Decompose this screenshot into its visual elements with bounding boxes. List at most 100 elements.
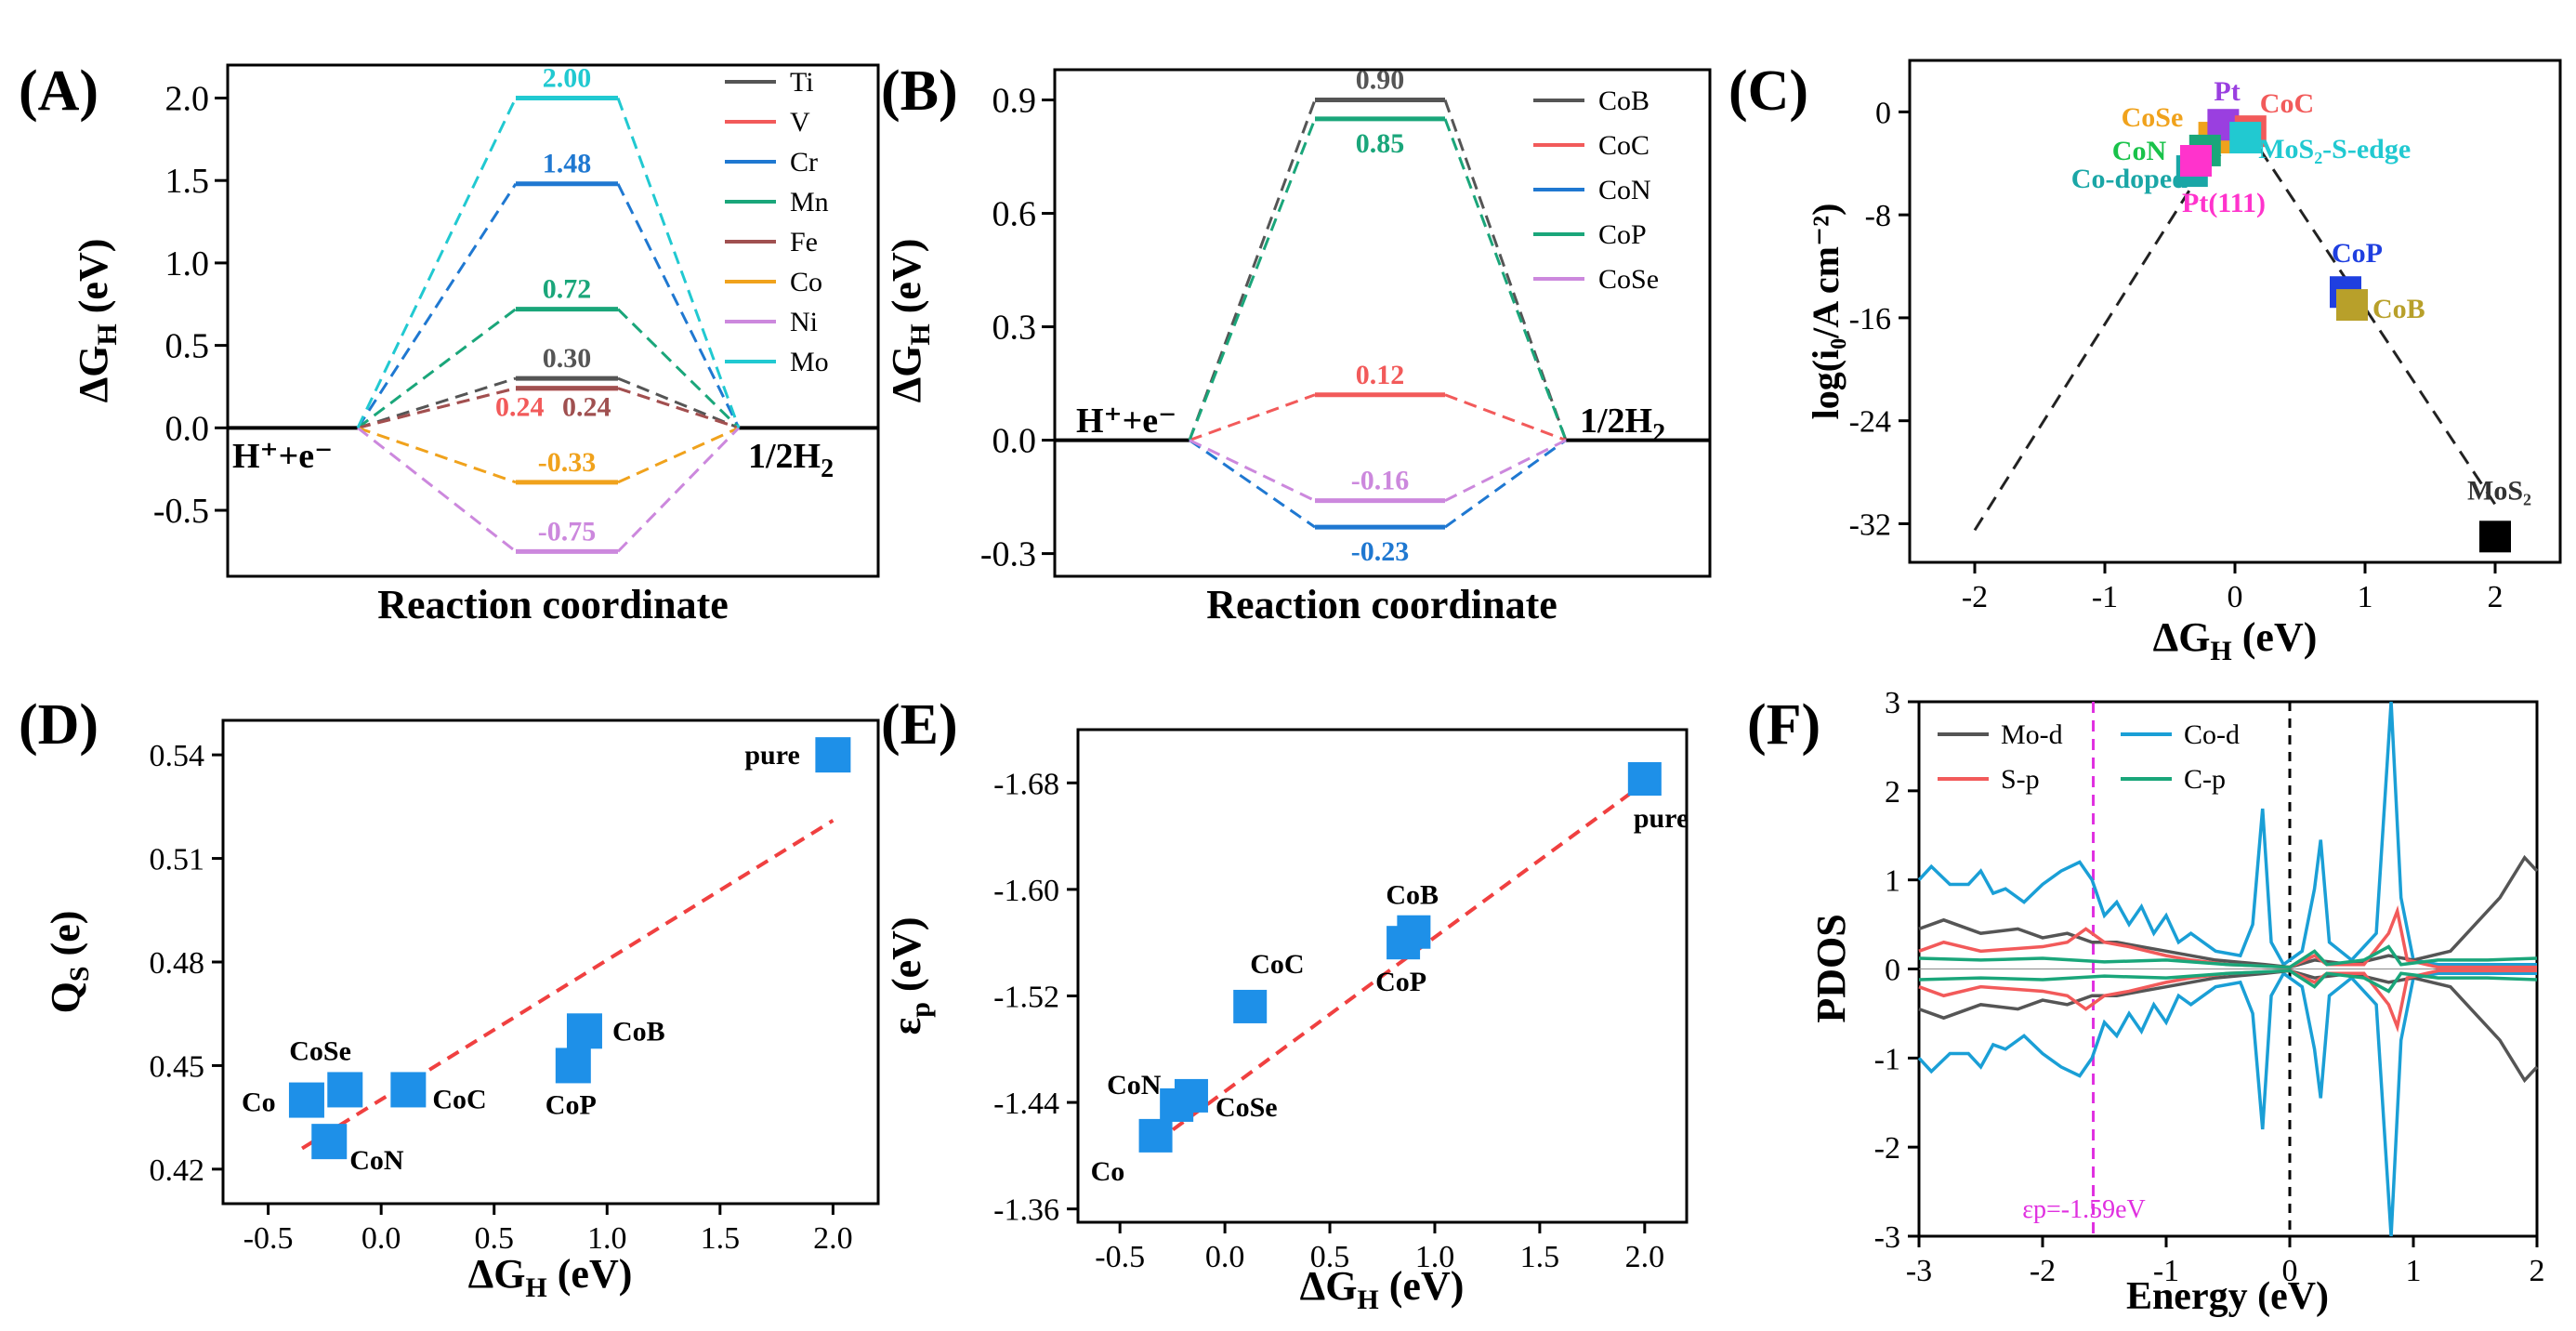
x-tick-label-d: 2.0 — [813, 1221, 853, 1256]
x-axis-sub-e: H — [1357, 1285, 1378, 1315]
level-value-mo: 2.00 — [543, 62, 592, 93]
marker-label-coc: CoC — [2260, 88, 2314, 119]
marker-cose — [1174, 1078, 1208, 1113]
x-tick-label-d: 0.5 — [474, 1221, 514, 1256]
x-axis-label-d: ΔGH (eV) — [468, 1251, 633, 1303]
dash-out-cop — [1443, 118, 1568, 441]
y-tick-label-d: 0.45 — [150, 1049, 205, 1084]
legend-a: Ti V Cr Mn Fe Co Ni Mo — [725, 67, 829, 377]
marker-label-pt: Pt — [2214, 76, 2240, 107]
y-tick-label-a: 2.0 — [165, 79, 210, 118]
x-tick-label-d: -0.5 — [243, 1221, 294, 1256]
legend-label-co: Co — [790, 267, 822, 297]
y-tick-label-e: -1.60 — [993, 874, 1059, 908]
pdos-down-mo-d — [1918, 969, 2539, 1084]
x-axis-main-c: ΔG — [2153, 614, 2211, 660]
x-tick-label-d: 1.0 — [587, 1221, 627, 1256]
y-axis-main-d: Q — [43, 982, 88, 1013]
legend-label-mo: Mo — [790, 347, 829, 377]
initial-state-label-b: H⁺+e⁻ — [1076, 402, 1176, 441]
marker-label-con: CoN — [1107, 1070, 1162, 1100]
legend-label-cr: Cr — [790, 147, 818, 178]
x-axis-main-d: ΔG — [468, 1251, 526, 1297]
marker-label-coc: CoC — [432, 1084, 486, 1114]
scatter-plot-e: Co CoN CoSe CoC CoP CoB pure — [1091, 762, 1689, 1187]
y-axis-unit-d: (e) — [43, 911, 88, 967]
marker-cob — [566, 1013, 602, 1049]
pdos-up-co-d — [1917, 701, 2537, 968]
ticks-f: -3 -2 -1 0 1 2 -3 -2 -1 0 1 2 3 — [1874, 686, 2545, 1288]
marker-pure — [815, 737, 851, 773]
x-axis-main-e: ΔG — [1300, 1263, 1358, 1309]
x-tick-label-c: 0 — [2228, 580, 2243, 614]
y-tick-label-f: -3 — [1874, 1220, 1900, 1255]
panel-d: (D) -0.5 0.0 0.5 1.0 1.5 2.0 0.42 0.45 0.48 0.51 0… — [19, 693, 880, 1303]
legend-label-con: CoN — [1598, 175, 1651, 205]
level-value-ti: 0.30 — [543, 343, 592, 374]
marker-label-co-doped: Co-doped — [2071, 164, 2188, 194]
pdos-down-c-p — [1918, 969, 2538, 994]
panel-f: (F) -3 -2 -1 0 1 2 -3 -2 -1 0 1 2 3 εp=-1.59eV Mo-d C… — [1747, 686, 2545, 1318]
y-tick-label-e: -1.36 — [993, 1193, 1059, 1228]
x-tick-label-f: -2 — [2030, 1254, 2056, 1288]
y-tick-label-f: 3 — [1885, 686, 1900, 720]
level-value-fe: 0.24 — [562, 392, 611, 423]
dash-in-cr — [356, 182, 518, 429]
x-axis-unit-e: (eV) — [1379, 1263, 1465, 1309]
x-axis-label-a: Reaction coordinate — [377, 582, 729, 627]
y-axis-label-c: log(i₀/A cm⁻²) — [1805, 204, 1847, 420]
dash-out-con — [1444, 439, 1567, 529]
x-tick-label-f: 0 — [2282, 1254, 2298, 1288]
x-tick-label-c: -2 — [1962, 580, 1988, 614]
y-tick-label-c: -32 — [1849, 507, 1891, 542]
marker-label-cose: CoSe — [1216, 1092, 1278, 1123]
x-tick-label-e: 1.0 — [1415, 1240, 1455, 1274]
y-tick-label-d: 0.48 — [150, 946, 205, 981]
x-tick-label-e: 1.5 — [1520, 1240, 1560, 1274]
x-tick-label-e: 2.0 — [1625, 1240, 1665, 1274]
y-axis-label-a: ΔGH (eV) — [71, 239, 123, 403]
y-tick-label-a: 0.5 — [165, 327, 210, 366]
dash-out-co — [617, 426, 740, 484]
y-tick-label-b: -0.3 — [980, 535, 1036, 574]
marker-label-co: Co — [242, 1087, 276, 1118]
x-axis-label-e: ΔGH (eV) — [1300, 1263, 1465, 1315]
y-ticks-a: -0.5 0.0 0.5 1.0 1.5 2.0 — [153, 79, 228, 531]
pdos-up-c-p — [1918, 944, 2538, 969]
dash-out-ni — [616, 427, 741, 553]
marker-label-coc: CoC — [1250, 949, 1304, 980]
y-axis-main-b: ΔG — [884, 346, 929, 403]
legend-f: Mo-d Co-d S-p C-p — [1938, 719, 2240, 795]
level-value-co: -0.33 — [538, 447, 597, 478]
x-tick-label-e: -0.5 — [1095, 1240, 1145, 1274]
marker-pure — [1627, 762, 1662, 796]
level-value-ni: -0.75 — [538, 516, 597, 547]
energy-levels-b: 0.90 0.12 -0.23 0.85 -0.16 — [1055, 65, 1710, 567]
y-tick-label-c: -24 — [1849, 405, 1891, 440]
level-value-cose: -0.16 — [1351, 466, 1410, 496]
x-tick-label-c: -1 — [2092, 580, 2118, 614]
legend-label-c-p: C-p — [2184, 764, 2226, 795]
plot-frame-e — [1076, 728, 1689, 1224]
final-state-main-b: 1/2H — [1580, 402, 1652, 441]
scatter-plot-d: Co CoSe CoN CoC CoP CoB pure — [242, 737, 851, 1176]
y-tick-label-b: 0.0 — [992, 422, 1037, 461]
x-tick-label-e: 0.0 — [1205, 1240, 1245, 1274]
final-state-sub-b: 2 — [1652, 419, 1665, 448]
y-tick-label-a: 0.0 — [165, 409, 210, 448]
dash-out-mn — [616, 308, 741, 429]
marker-cob — [2336, 289, 2368, 322]
x-axis-sub-d: H — [525, 1272, 546, 1303]
marker-mos — [2479, 521, 2511, 553]
dash-out-coc — [1444, 393, 1567, 441]
dash-in-mo — [356, 97, 518, 428]
initial-state-label-a: H⁺+e⁻ — [232, 437, 333, 476]
x-tick-label-f: 1 — [2406, 1254, 2422, 1288]
x-axis-label-b: Reaction coordinate — [1206, 582, 1557, 627]
marker-pt-111 — [2180, 145, 2212, 177]
marker-coc — [1233, 989, 1268, 1023]
dash-out-cose — [1444, 439, 1567, 502]
marker-label-pure: pure — [744, 740, 799, 771]
